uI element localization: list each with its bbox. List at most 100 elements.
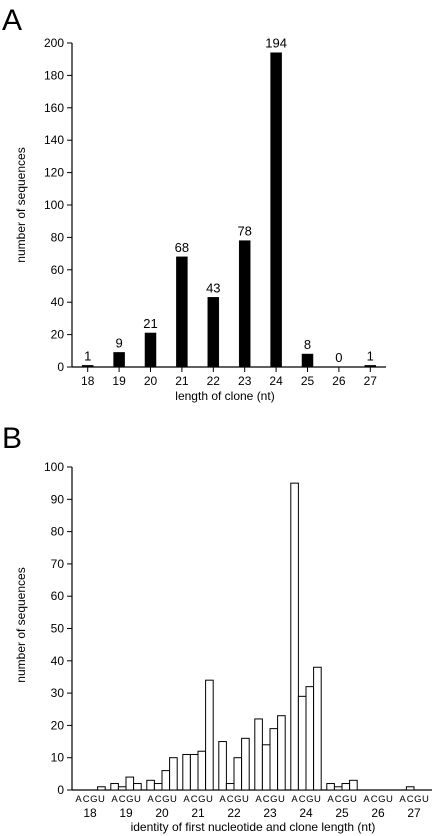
panel-a-x-tick-label: 21 [175,374,189,388]
panel-b-bar [182,753,191,791]
panel-b-x-axis-title: identity of first nucleotide and clone l… [131,820,376,834]
panel-b-nucleotide-label: A [75,794,82,805]
panel-b-bar [97,786,106,791]
panel-b-bar [269,728,279,791]
panel-b-nucleotide-label: A [219,794,226,805]
panel-b-nucleotide-label: G [126,794,133,805]
panel-b-label: B [2,422,22,455]
panel-b-bar [161,770,171,791]
panel-b-y-tick-label: 10 [51,751,65,765]
panel-b-nucleotide-label: C [335,794,342,805]
panel-a-bar [364,365,377,368]
panel-b-nucleotide-label: C [263,794,270,805]
panel-a-bar [144,332,157,368]
panel-a-y-tick-label: 100 [44,198,64,212]
panel-b-x-tick-label: 24 [299,806,313,820]
panel-b-nucleotide-label: G [306,794,313,805]
panel-b-bar [326,783,335,791]
panel-b-bar [341,783,351,791]
panel-b-nucleotide-label: C [407,794,414,805]
panel-b-bar [197,750,207,791]
panel-b-bar [125,776,135,791]
panel-b-y-tick-label: 20 [51,718,65,732]
panel-b-y-tick-label: 80 [51,525,65,539]
panel-a-x-tick-label: 23 [238,374,252,388]
panel-b-nucleotide-label: U [314,794,321,805]
panel-a-x-tick-label: 20 [144,374,158,388]
panel-a-y-tick-label: 140 [44,133,64,147]
panel-a-y-tick-label: 160 [44,101,64,115]
panel-b-nucleotide-label: G [342,794,349,805]
panel-b-nucleotide-label: U [98,794,105,805]
panel-a-y-axis-title: number of sequences [14,147,28,262]
panel-b-bar [133,783,142,791]
panel-b-bar [405,786,415,791]
panel-b-y-tick-label: 100 [44,460,64,474]
panel-b-nucleotide-label: G [162,794,169,805]
panel-b-bar [233,757,243,791]
panel-b-bar [153,783,163,791]
panel-b-x-tick-label: 26 [371,806,385,820]
panel-b-nucleotide-label: U [278,794,285,805]
panel-b-nucleotide-label: U [170,794,177,805]
panel-b-y-tick-label: 40 [51,654,65,668]
panel-a-data-labels: 1 9 21 68 43 78 194 8 0 1 [84,36,374,365]
panel-b-x-tick-label: 19 [119,806,133,820]
panel-a-bar [270,52,282,368]
panel-a-data-label: 43 [206,280,220,295]
panel-a-y-tick-label: 0 [57,360,64,374]
panel-a-y-tick-label: 120 [44,166,64,180]
panel-a-data-label: 1 [367,348,374,363]
panel-a-y-tick-label: 80 [51,230,65,244]
panel-b-nucleotide-label: U [206,794,213,805]
panel-b-nucleotide-label: C [155,794,162,805]
panel-b-bar [205,679,214,791]
panel-b-nucleotide-label: U [422,794,429,805]
panel-b-bar [254,718,263,791]
panel-b-nucleotide-label: U [134,794,141,805]
panel-b-bar [189,753,199,791]
panel-b-x-tick-label: 18 [83,806,97,820]
panel-b-bar [277,715,286,791]
panel-b-nucleotide-label: A [327,794,334,805]
panel-b-bar [290,482,299,791]
panel-b-y-tick-label: 0 [57,783,64,797]
panel-a-data-label: 21 [143,316,157,331]
panel-b-nucleotide-label: U [242,794,249,805]
panel-a-x-tick-label: 18 [81,374,95,388]
panel-a-x-tick-label: 22 [207,374,221,388]
panel-b-y-tick-label: 30 [51,686,65,700]
panel-b-y-tick-label: 50 [51,622,65,636]
panel-b-bar [313,666,322,791]
panel-a-x-tick-label: 27 [364,374,378,388]
panel-b-y-tick-label: 70 [51,557,65,571]
panel-a-y-tick-label: 200 [44,36,64,50]
panel-b-bar [305,686,315,791]
panel-a-bar [113,352,125,368]
panel-a-data-label: 78 [237,224,251,239]
panel-b-nucleotide-label: G [198,794,205,805]
panel-b-nucleotide-label: A [363,794,370,805]
panel-a-data-label: 1 [84,348,91,363]
panel-b-bar [241,737,250,791]
panel-b-nucleotide-label: A [147,794,154,805]
panel-b-nucleotide-label: A [255,794,262,805]
panel-b-x-tick-label: 21 [191,806,205,820]
panel-a-data-label: 0 [335,350,342,365]
panel-b-bar [297,695,307,791]
panel-b-nucleotide-label: C [83,794,90,805]
panel-a-bar [301,353,314,368]
panel-b-nucleotide-label: A [291,794,298,805]
panel-b-x-tick-label: 25 [335,806,349,820]
panel-b-bar [218,741,227,791]
panel-a-bar [81,365,94,368]
panel-b-nucleotide-label: A [111,794,118,805]
panel-a-x-tick-label: 24 [269,374,283,388]
panel-b-nucleotide-label: A [399,794,406,805]
panel-a-y-tick-label: 180 [44,68,64,82]
panel-a-x-tick-label: 25 [301,374,315,388]
